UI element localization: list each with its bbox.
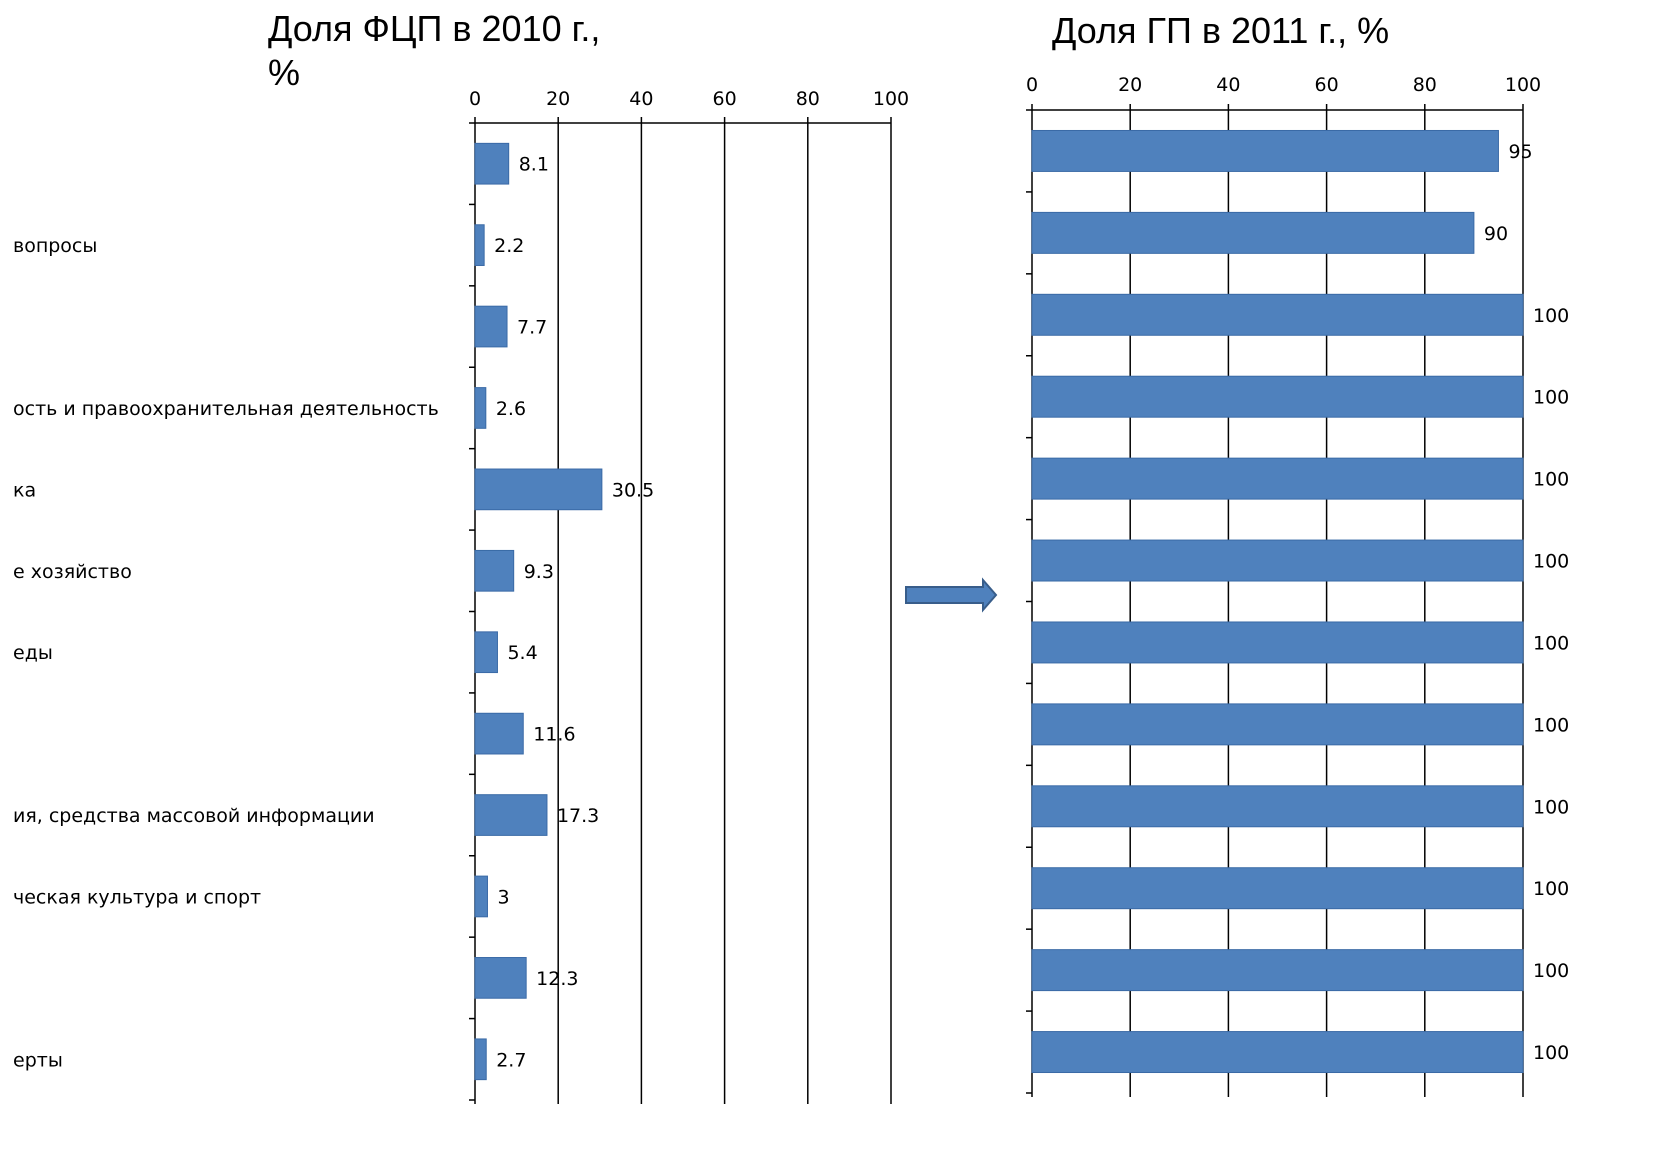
right-bar xyxy=(1031,211,1475,254)
left-value-label: 9.3 xyxy=(524,561,554,583)
right-bar xyxy=(1031,1031,1524,1074)
left-bar xyxy=(474,875,488,918)
right-value-label: 100 xyxy=(1533,796,1569,818)
left-category-label: ерты xyxy=(13,1049,63,1071)
right-value-label: 95 xyxy=(1508,141,1532,163)
right-value-label: 100 xyxy=(1533,632,1569,654)
left-value-label: 30.5 xyxy=(612,479,654,501)
left-category-label: ия, средства массовой информации xyxy=(13,805,375,827)
left-value-label: 12.3 xyxy=(536,968,578,990)
left-value-label: 8.1 xyxy=(519,154,549,176)
left-chart-title: Доля ФЦП в 2010 г., xyxy=(268,8,601,49)
right-bar xyxy=(1031,949,1524,992)
right-value-label: 100 xyxy=(1533,714,1569,736)
left-tick-label: 100 xyxy=(873,88,909,110)
left-category-label: еды xyxy=(13,642,53,664)
right-tick-label: 80 xyxy=(1413,74,1437,96)
right-value-label: 100 xyxy=(1533,1042,1569,1064)
left-tick-label: 60 xyxy=(713,88,737,110)
left-tick-label: 0 xyxy=(469,88,481,110)
right-tick-label: 40 xyxy=(1216,74,1240,96)
left-tick-label: 20 xyxy=(546,88,570,110)
left-bar-chart: 0 20 40 60 80 100 8.1 2.2 вопросы 7.7 2.6 ость и пр… xyxy=(13,88,909,1104)
left-value-label: 2.7 xyxy=(496,1049,526,1071)
left-bar xyxy=(474,224,485,266)
left-bar xyxy=(474,631,498,674)
right-bar xyxy=(1031,375,1524,418)
right-arrow-icon xyxy=(905,577,998,613)
left-category-label: ость и правоохранительная деятельность xyxy=(13,398,439,420)
right-value-label: 100 xyxy=(1533,387,1569,409)
left-bar xyxy=(474,305,508,348)
right-value-label: 90 xyxy=(1484,223,1508,245)
left-value-label: 2.2 xyxy=(494,235,524,257)
right-tick-label: 20 xyxy=(1118,74,1142,96)
right-value-label: 100 xyxy=(1533,305,1569,327)
left-value-label: 2.6 xyxy=(496,398,526,420)
right-tick-label: 100 xyxy=(1505,74,1541,96)
right-tick-label: 0 xyxy=(1026,74,1038,96)
left-bar xyxy=(474,957,527,999)
left-bar xyxy=(474,712,524,755)
left-value-label: 17.3 xyxy=(557,805,599,827)
right-value-label: 100 xyxy=(1533,469,1569,491)
right-tick-label: 60 xyxy=(1315,74,1339,96)
left-category-label: е хозяйство xyxy=(13,561,132,583)
right-value-label: 100 xyxy=(1533,960,1569,982)
right-bar xyxy=(1031,785,1524,828)
left-chart-title-unit: % xyxy=(268,52,301,93)
left-category-label: ческая культура и спорт xyxy=(13,886,261,908)
left-category-label: ка xyxy=(13,479,36,501)
left-category-label: вопросы xyxy=(13,235,97,257)
left-tick-label: 40 xyxy=(629,88,653,110)
left-value-label: 5.4 xyxy=(507,642,537,664)
left-tick-label: 80 xyxy=(796,88,820,110)
right-bar xyxy=(1031,457,1524,500)
right-value-label: 100 xyxy=(1533,551,1569,573)
left-value-label: 11.6 xyxy=(533,724,575,746)
right-bar xyxy=(1031,129,1499,172)
left-bar xyxy=(474,549,515,592)
left-bar xyxy=(474,468,603,511)
right-chart-title: Доля ГП в 2011 г., % xyxy=(1052,10,1390,51)
right-bar xyxy=(1031,867,1524,910)
left-bar xyxy=(474,794,548,836)
left-bar xyxy=(474,142,510,185)
right-bar xyxy=(1031,293,1524,336)
right-bar xyxy=(1031,621,1524,664)
left-value-label: 3 xyxy=(497,886,509,908)
right-bar-chart: 0 20 40 60 80 100 95 90 100 100 100 100 100 100 100 100… xyxy=(1026,74,1569,1097)
right-bar xyxy=(1031,703,1524,746)
left-value-label: 7.7 xyxy=(517,317,547,339)
left-bar xyxy=(474,387,487,429)
right-bar xyxy=(1031,539,1524,582)
left-bar xyxy=(474,1038,487,1081)
right-value-label: 100 xyxy=(1533,878,1569,900)
